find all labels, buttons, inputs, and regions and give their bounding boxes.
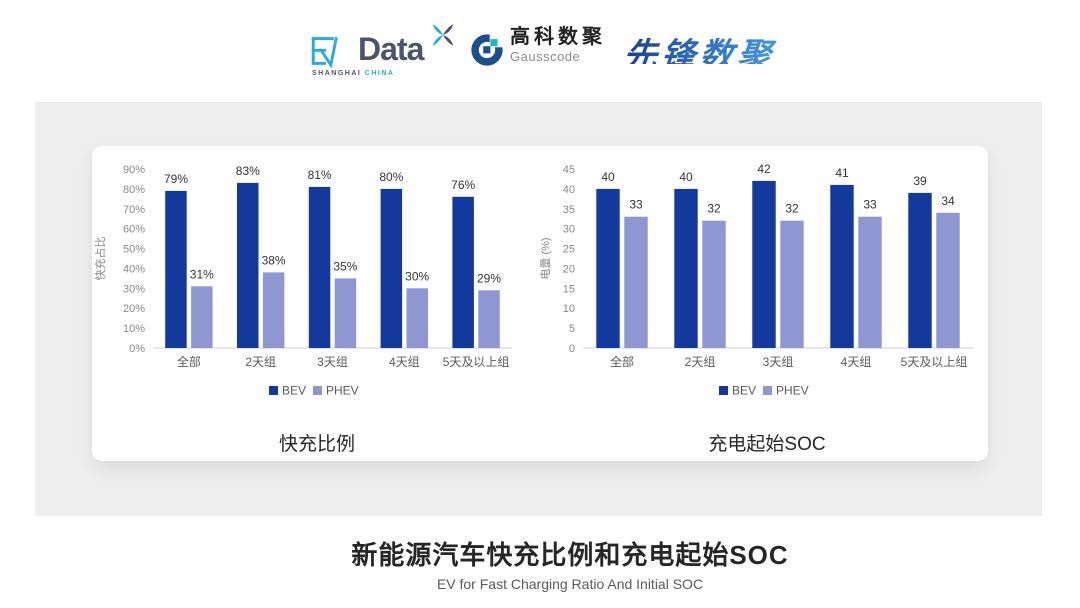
svg-text:80%: 80% [379,170,403,184]
svg-text:33: 33 [629,198,643,212]
svg-text:5天及以上组: 5天及以上组 [901,355,968,369]
svg-text:10%: 10% [123,323,145,335]
svg-text:31%: 31% [190,267,214,281]
svg-text:81%: 81% [308,168,332,182]
svg-text:34: 34 [941,194,955,208]
svg-text:40: 40 [679,170,693,184]
svg-text:40: 40 [601,170,615,184]
svg-text:PHEV: PHEV [776,384,809,398]
svg-text:4天组: 4天组 [841,355,872,369]
svg-text:快充占比: 快充占比 [93,237,107,281]
svg-text:40%: 40% [123,263,145,275]
svg-text:45: 45 [563,164,575,176]
svg-text:BEV: BEV [282,384,306,398]
svg-text:30%: 30% [405,269,429,283]
svg-text:39: 39 [913,174,927,188]
svg-text:4天组: 4天组 [389,355,420,369]
svg-text:20: 20 [563,263,575,275]
svg-text:41: 41 [835,166,849,180]
svg-text:30%: 30% [123,283,145,295]
svg-text:29%: 29% [477,271,501,285]
svg-text:15: 15 [563,283,575,295]
svg-text:30: 30 [563,224,575,236]
svg-text:25: 25 [563,244,575,256]
svg-text:2天组: 2天组 [685,355,716,369]
svg-text:20%: 20% [123,303,145,315]
svg-text:3天组: 3天组 [317,355,348,369]
svg-text:70%: 70% [123,204,145,216]
svg-text:40: 40 [563,184,575,196]
svg-text:38%: 38% [262,253,286,267]
svg-text:BEV: BEV [732,384,756,398]
svg-text:32: 32 [707,202,721,216]
svg-text:0%: 0% [129,343,145,355]
svg-text:83%: 83% [236,164,260,178]
svg-text:10: 10 [563,303,575,315]
svg-text:全部: 全部 [610,354,634,369]
svg-text:32: 32 [785,202,799,216]
svg-text:79%: 79% [164,172,188,186]
svg-text:电量 (%): 电量 (%) [539,237,552,279]
svg-text:2天组: 2天组 [245,355,276,369]
svg-text:80%: 80% [123,184,145,196]
svg-text:60%: 60% [123,224,145,236]
svg-text:90%: 90% [123,164,145,176]
svg-text:全部: 全部 [177,354,201,369]
svg-text:35: 35 [563,204,575,216]
svg-text:42: 42 [757,162,771,176]
svg-text:0: 0 [569,343,575,355]
svg-text:5: 5 [569,323,575,335]
svg-text:5天及以上组: 5天及以上组 [443,355,510,369]
svg-text:76%: 76% [451,178,475,192]
svg-text:35%: 35% [333,259,357,273]
svg-text:33: 33 [863,198,877,212]
svg-text:PHEV: PHEV [326,384,359,398]
svg-text:3天组: 3天组 [763,355,794,369]
svg-text:50%: 50% [123,244,145,256]
